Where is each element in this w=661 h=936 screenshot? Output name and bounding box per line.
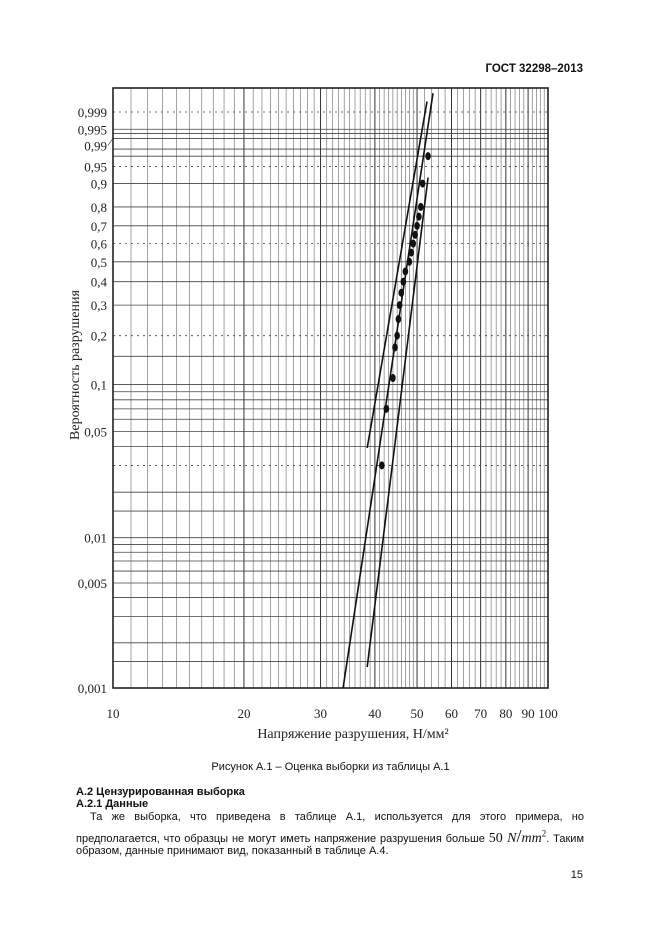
subsection-heading: А.2.1 Данные: [76, 798, 149, 810]
data-point: [416, 212, 422, 221]
data-point: [412, 230, 418, 239]
y-tick-label: 0,995: [78, 122, 107, 137]
y-tick-label: 0,01: [84, 531, 107, 546]
x-tick-label: 70: [474, 706, 487, 721]
x-tick-label: 20: [237, 706, 250, 721]
x-tick-label: 50: [411, 706, 424, 721]
x-tick-label: 100: [538, 706, 558, 721]
data-point: [425, 152, 431, 161]
y-tick-label: 0,1: [91, 378, 107, 393]
data-point: [383, 404, 390, 413]
y-tick-label: 0,99: [84, 138, 107, 153]
data-point: [400, 277, 407, 286]
y-tick-label: 0,001: [78, 681, 107, 696]
x-tick-label: 60: [445, 706, 458, 721]
fit-line: [342, 93, 434, 689]
paragraph-text: предполагается, что образцы не могут име…: [76, 833, 485, 845]
paragraph-line-1: Та же выборка, что приведена в таблице А…: [90, 811, 584, 823]
x-axis-label: Напряжение разрушения, Н/мм²: [257, 727, 448, 742]
y-tick-label: 0,999: [78, 105, 107, 120]
y-tick-label: 0,2: [91, 329, 107, 344]
y-tick-label: 0,005: [78, 576, 107, 591]
formula-exponent: 2: [541, 828, 547, 839]
x-tick-label: 80: [499, 706, 512, 721]
data-point: [410, 239, 417, 248]
data-point: [396, 301, 403, 310]
grid: [112, 87, 549, 689]
y-tick-label: 0,95: [84, 159, 107, 174]
data-point: [394, 331, 400, 340]
data-point: [408, 248, 415, 257]
document-id: ГОСТ 32298–2013: [485, 63, 583, 75]
formula: 50 N/mm2: [488, 826, 547, 846]
paragraph-text: . Таким: [546, 833, 585, 845]
data-point: [406, 257, 413, 266]
data-point: [417, 202, 424, 211]
y-tick-label: 0,7: [91, 219, 108, 234]
x-tick-label: 40: [368, 706, 381, 721]
data-point: [392, 343, 398, 352]
data-point: [419, 179, 426, 188]
fit-lines: [342, 93, 434, 689]
paragraph-line-2: предполагается, что образцы не могут име…: [76, 826, 584, 847]
y-tick-label: 0,4: [91, 275, 108, 290]
y-tick-leader: [107, 138, 114, 146]
page-number: 15: [570, 869, 583, 881]
formula-unit: mm: [521, 831, 542, 846]
section-heading: А.2 Цензурированная выборка: [76, 786, 245, 798]
data-points: [379, 152, 431, 470]
y-tick-label: 0,9: [91, 177, 107, 192]
formula-value: 50: [488, 831, 503, 846]
y-tick-label: 0,8: [91, 200, 107, 215]
y-tick-label: 0,05: [84, 424, 107, 439]
data-point: [390, 373, 396, 382]
data-point: [414, 221, 420, 230]
x-tick-label: 90: [522, 706, 535, 721]
y-axis-label: Вероятность разрушения: [68, 290, 83, 440]
data-point: [402, 267, 409, 276]
upper-bound-line: [366, 101, 428, 449]
plot-frame: [112, 87, 549, 689]
y-tick-label: 0,5: [91, 255, 107, 270]
figure-caption: Рисунок А.1 – Оценка выборки из таблицы …: [211, 761, 450, 773]
y-tick-label: 0,3: [91, 298, 107, 313]
data-point: [379, 461, 385, 470]
lower-bound-line: [366, 177, 429, 668]
y-tick-label: 0,6: [91, 237, 108, 252]
x-tick-label: 30: [314, 706, 327, 721]
formula-unit: N: [507, 831, 517, 846]
x-tick-label: 10: [107, 706, 120, 721]
data-point: [398, 288, 405, 297]
paragraph-line-3: образом, данные принимают вид, показанны…: [76, 845, 389, 857]
data-point: [395, 315, 402, 324]
